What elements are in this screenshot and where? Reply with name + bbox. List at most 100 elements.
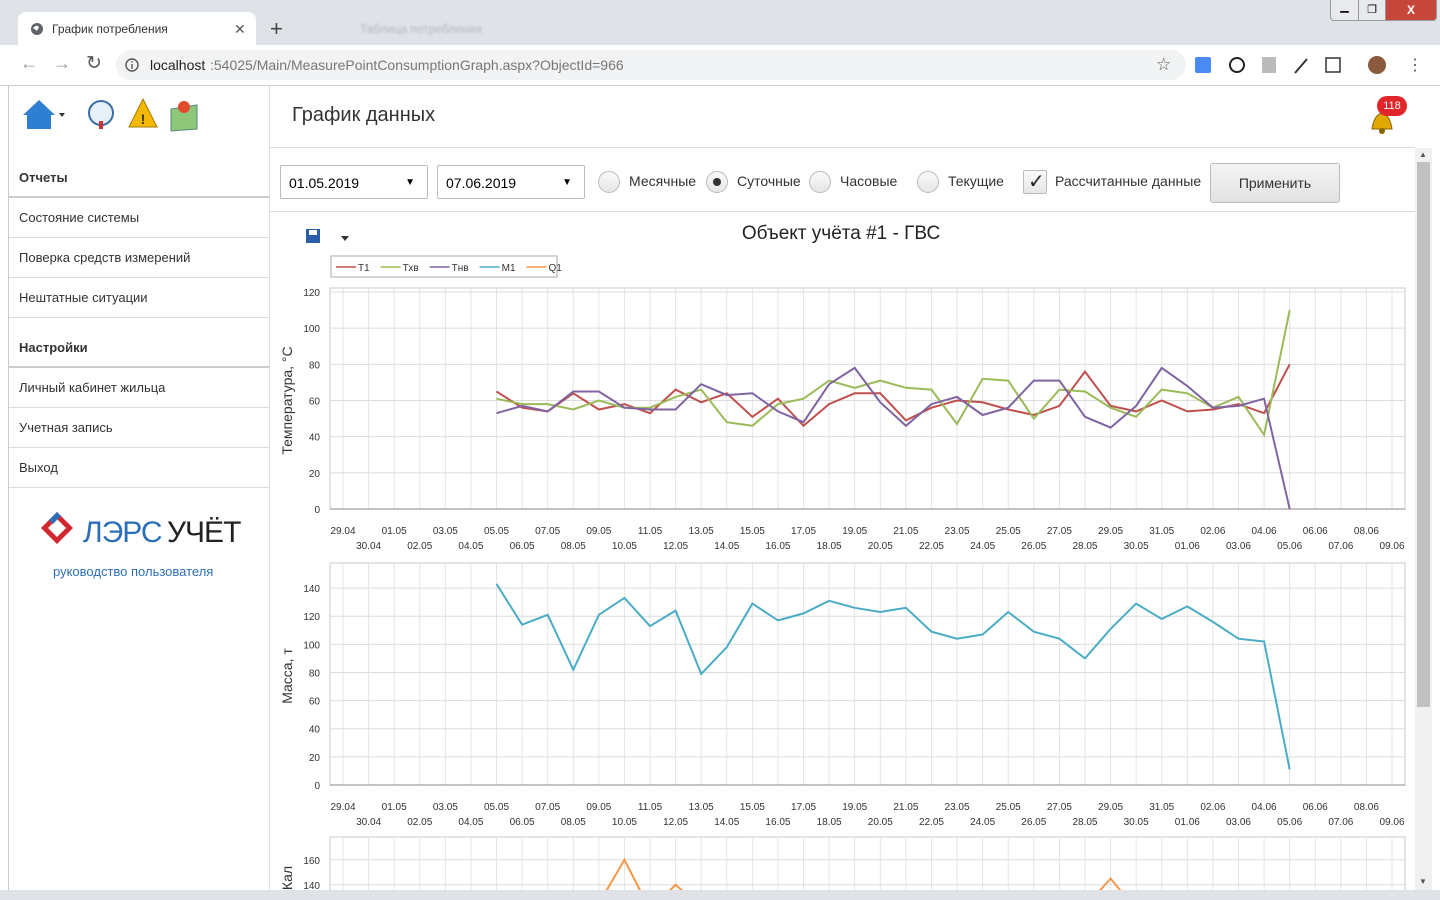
forward-button[interactable]: → (53, 53, 71, 73)
dropdown-arrow: ▼ (405, 177, 415, 188)
scrollbar[interactable]: ▲ ▼ (1415, 148, 1432, 890)
data-line (605, 857, 1122, 890)
x-tick-label: 03.05 (433, 802, 458, 813)
menu-heading: Настройки (9, 328, 269, 368)
y-tick-label: 140 (303, 881, 320, 890)
ext-pdf[interactable] (1262, 57, 1276, 73)
active-tab[interactable]: График потребления ✕ (18, 12, 256, 45)
menu-item[interactable]: Состояние системы (9, 198, 269, 238)
x-tick-label: 07.05 (535, 526, 560, 537)
menu-item[interactable]: Выход (9, 448, 269, 488)
scroll-down[interactable]: ▼ (1419, 877, 1427, 886)
y-tick-label: 60 (309, 697, 321, 708)
menu-item[interactable]: Поверка средств измерений (9, 238, 269, 278)
x-tick-label: 16.05 (765, 541, 790, 552)
x-tick-label: 02.06 (1200, 802, 1225, 813)
x-tick-label: 17.05 (791, 526, 816, 537)
page-header: График данных 118 (270, 85, 1415, 148)
chart-title: Объект учёта #1 - ГВС (742, 223, 940, 244)
minimize[interactable]: ▁ (1331, 0, 1359, 20)
x-tick-label: 30.04 (356, 541, 381, 552)
page-title: График данных (292, 104, 436, 126)
bookmark-star[interactable]: ☆ (1156, 55, 1172, 74)
x-tick-label: 27.05 (1047, 526, 1072, 537)
profile-avatar[interactable] (1368, 56, 1386, 74)
apply-button[interactable]: Применить (1210, 163, 1340, 203)
menu-item[interactable]: Личный кабинет жильца (9, 368, 269, 408)
menu-item[interactable]: Учетная запись (9, 408, 269, 448)
x-tick-label: 12.05 (663, 541, 688, 552)
x-tick-label: 19.05 (842, 802, 867, 813)
x-tick-label: 26.05 (1021, 817, 1046, 828)
save-menu-arrow[interactable] (341, 236, 349, 241)
tab-close[interactable]: ✕ (234, 21, 246, 37)
date-from[interactable]: 01.05.2019 ▼ (280, 165, 428, 199)
x-tick-label: 03.06 (1226, 817, 1251, 828)
notification-badge: 118 (1377, 96, 1407, 116)
x-tick-label: 08.05 (561, 541, 586, 552)
window-border (0, 890, 1440, 900)
y-tick-label: 100 (303, 640, 320, 651)
x-tick-label: 29.04 (330, 802, 355, 813)
x-tick-label: 04.06 (1252, 526, 1277, 537)
menu-item[interactable]: Нештатные ситуации (9, 278, 269, 318)
radio-label: Часовые (840, 173, 898, 189)
new-tab[interactable]: + (270, 16, 283, 41)
date-from-text: 01.05.2019 (289, 175, 360, 191)
ext-h[interactable] (1229, 57, 1245, 73)
close[interactable]: X (1386, 0, 1436, 20)
x-tick-label: 02.05 (407, 817, 432, 828)
date-to[interactable]: 07.06.2019 ▼ (437, 165, 585, 199)
x-tick-label: 09.06 (1379, 817, 1404, 828)
x-tick-label: 09.05 (586, 526, 611, 537)
ext-capture[interactable] (1325, 57, 1341, 73)
x-tick-label: 13.05 (689, 526, 714, 537)
checkbox[interactable]: ✓ (1023, 170, 1047, 194)
x-tick-label: 12.05 (663, 817, 688, 828)
x-tick-label: 03.06 (1226, 541, 1251, 552)
manual-link[interactable]: руководство пользователя (53, 564, 214, 579)
ext-pen[interactable] (1294, 58, 1308, 74)
tab-title: Таблица потребления (360, 22, 482, 36)
radio-label: Месячные (629, 173, 697, 189)
radio-button[interactable] (706, 171, 728, 193)
background-tab[interactable]: Таблица потребления (330, 12, 560, 45)
y-tick-label: 160 (303, 856, 320, 867)
legend-label: T1 (358, 263, 370, 274)
home-menu-arrow[interactable] (59, 113, 65, 117)
maximize[interactable]: ❐ (1359, 0, 1386, 20)
x-tick-label: 01.05 (382, 802, 407, 813)
radio-label: Текущие (948, 173, 1004, 189)
logo-right: УЧЁТ (167, 516, 241, 549)
x-tick-label: 07.06 (1328, 541, 1353, 552)
x-tick-label: 31.05 (1149, 526, 1174, 537)
dropdown-arrow: ▼ (562, 177, 572, 188)
x-tick-label: 16.05 (765, 817, 790, 828)
y-tick-label: 20 (309, 469, 321, 480)
window-controls: ▁ ❐ X (1330, 0, 1437, 21)
scroll-thumb[interactable] (1417, 162, 1430, 707)
scroll-up[interactable]: ▲ (1419, 150, 1427, 159)
x-tick-label: 05.06 (1277, 817, 1302, 828)
extensions: ⋮ (1195, 56, 1423, 74)
back-button[interactable]: ← (20, 53, 38, 73)
tab-strip: График потребления ✕ + Таблица потреблен… (0, 0, 1440, 45)
home-icon[interactable] (23, 100, 55, 129)
legend-label: Q1 (549, 263, 563, 274)
ext-translate[interactable] (1195, 57, 1211, 73)
tab-title: График потребления (52, 22, 168, 36)
x-tick-label: 02.06 (1200, 526, 1225, 537)
warning-icon[interactable] (128, 97, 158, 128)
omnibox[interactable]: localhost :54025/Main/MeasurePointConsum… (116, 50, 1186, 80)
radio-button[interactable] (917, 171, 939, 193)
info-icon (125, 58, 139, 72)
y-tick-label: 60 (309, 397, 321, 408)
menu-button[interactable]: ⋮ (1407, 57, 1423, 74)
x-tick-label: 10.05 (612, 541, 637, 552)
logo: ЛЭРС УЧЁТ (41, 512, 242, 549)
radio-button[interactable] (809, 171, 831, 193)
radio-button[interactable] (598, 171, 620, 193)
x-tick-label: 04.05 (458, 817, 483, 828)
reload-button[interactable]: ↻ (86, 53, 102, 74)
